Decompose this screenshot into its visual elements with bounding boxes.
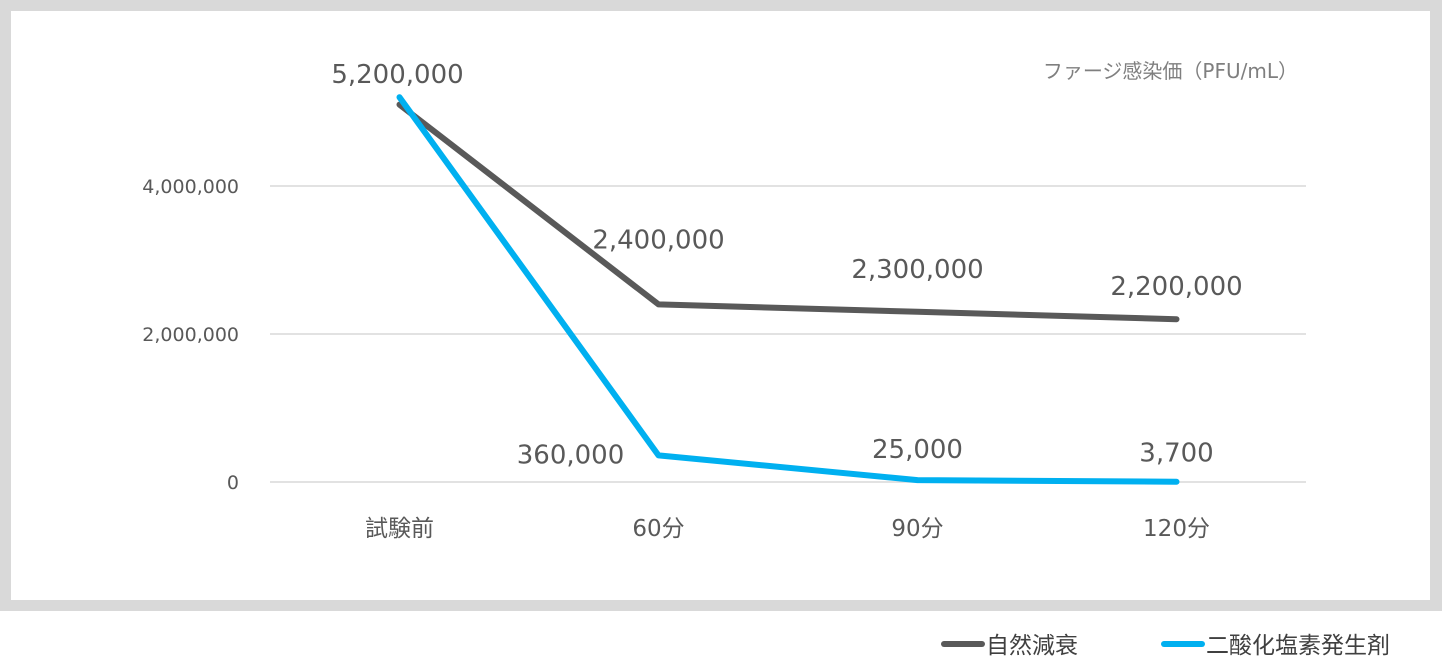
data-label: 25,000 [872, 435, 963, 465]
data-label: 360,000 [517, 440, 625, 470]
legend-label: 自然減衰 [986, 633, 1078, 658]
data-label: 3,700 [1139, 439, 1213, 469]
x-category-label: 60分 [632, 516, 684, 542]
y-unit-label: ファージ感染価（PFU/mL） [1043, 59, 1298, 83]
data-label: 2,400,000 [592, 225, 724, 255]
series-lines [396, 94, 1180, 485]
x-category-label: 90分 [891, 516, 943, 542]
series-line-1 [396, 94, 1180, 485]
data-labels: 2,400,000 2,300,000 2,200,000 5,200,000 360,… [331, 60, 1242, 470]
data-label: 2,200,000 [1110, 272, 1242, 302]
legend-label: 二酸化塩素発生剤 [1206, 633, 1390, 658]
y-tick-label: 2,000,000 [142, 324, 239, 346]
series-line-0 [396, 101, 1180, 323]
data-label: 5,200,000 [331, 60, 463, 90]
x-category-label: 120分 [1143, 516, 1210, 542]
gridlines [270, 185, 1306, 483]
x-category-label: 試験前 [365, 516, 434, 542]
y-axis-ticks: 0 2,000,000 4,000,000 [142, 176, 239, 494]
x-axis-categories: 試験前 60分 90分 120分 [365, 516, 1210, 542]
y-tick-label: 0 [227, 472, 239, 494]
y-tick-label: 4,000,000 [142, 176, 239, 198]
legend: 自然減衰 二酸化塩素発生剤 [941, 633, 1390, 658]
data-label: 2,300,000 [851, 255, 983, 285]
